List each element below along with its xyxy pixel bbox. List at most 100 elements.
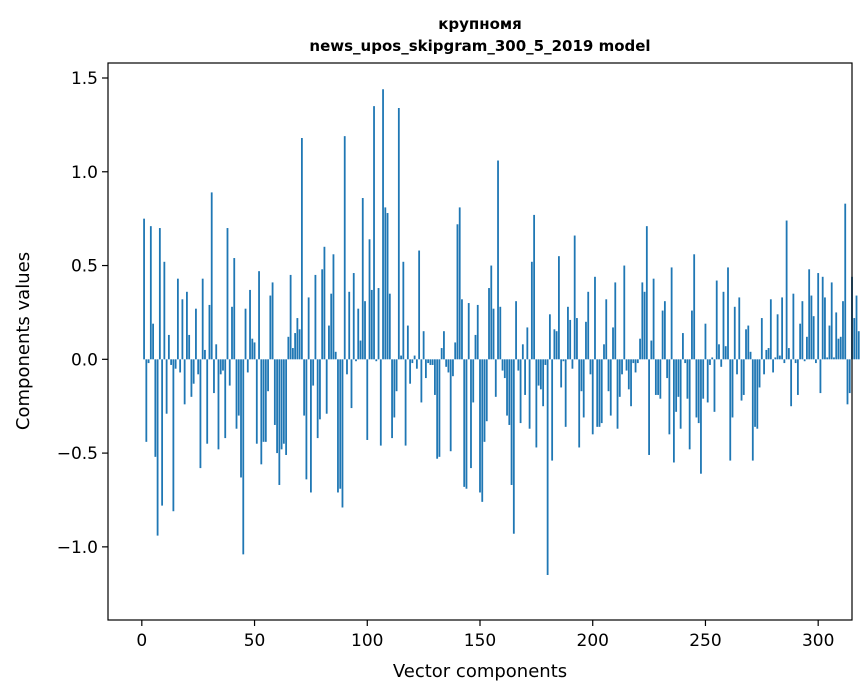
- bar: [373, 106, 375, 360]
- bar: [589, 359, 592, 375]
- bar: [470, 359, 472, 469]
- bar: [388, 293, 391, 360]
- bar: [233, 258, 236, 360]
- bar: [461, 299, 463, 360]
- bar: [434, 359, 436, 395]
- bar: [756, 359, 759, 429]
- bar: [806, 336, 808, 360]
- bar: [310, 359, 312, 493]
- bar: [431, 359, 434, 365]
- bar: [303, 359, 306, 416]
- bar: [808, 269, 811, 360]
- bar: [366, 359, 369, 440]
- bar: [727, 267, 729, 360]
- plot-frame: [107, 62, 853, 621]
- bar: [677, 359, 680, 397]
- bar: [210, 192, 213, 360]
- bar: [582, 359, 585, 418]
- bar: [454, 342, 457, 360]
- bar: [235, 359, 238, 429]
- bar: [445, 359, 448, 367]
- bar: [149, 226, 152, 360]
- bar: [395, 359, 398, 392]
- bar: [830, 282, 833, 360]
- bar: [285, 359, 288, 455]
- bar: [192, 359, 195, 384]
- bar: [623, 265, 626, 360]
- bar: [386, 213, 389, 360]
- bar: [562, 359, 565, 362]
- bar: [824, 297, 826, 360]
- bar: [528, 359, 531, 429]
- bar: [542, 359, 545, 407]
- bar: [409, 359, 412, 384]
- bar: [337, 359, 339, 493]
- bar: [720, 359, 723, 367]
- bar: [781, 297, 784, 360]
- bar: [722, 291, 725, 360]
- bar: [415, 359, 418, 369]
- bar: [217, 359, 220, 450]
- bar: [794, 359, 797, 364]
- bar: [357, 308, 360, 360]
- bar: [819, 359, 822, 394]
- bar: [276, 359, 278, 454]
- bar: [488, 288, 490, 360]
- bar: [833, 357, 835, 360]
- bar: [176, 278, 179, 360]
- bar: [262, 359, 265, 442]
- bar: [483, 359, 486, 442]
- bar: [375, 359, 378, 362]
- bar: [729, 359, 732, 461]
- bar: [424, 359, 427, 379]
- bar: [490, 265, 493, 360]
- bar: [526, 327, 529, 360]
- x-tick-label: 300: [802, 631, 834, 651]
- bar: [251, 338, 254, 360]
- bar: [321, 269, 324, 360]
- bar: [228, 359, 231, 386]
- bar: [774, 357, 777, 360]
- bar: [641, 282, 644, 360]
- bar: [760, 318, 763, 360]
- bar: [815, 359, 817, 364]
- bar: [585, 321, 587, 360]
- bar: [440, 348, 443, 360]
- bar: [240, 359, 242, 478]
- bar: [508, 359, 511, 425]
- bar: [346, 359, 348, 375]
- bar: [672, 359, 675, 463]
- bar: [503, 359, 506, 379]
- bar: [330, 293, 333, 360]
- bar: [242, 359, 245, 555]
- bar: [145, 359, 148, 442]
- bar: [826, 357, 829, 360]
- bar: [740, 359, 743, 401]
- bar: [226, 228, 229, 360]
- bar: [515, 301, 517, 360]
- bar: [463, 359, 466, 487]
- bar: [255, 359, 258, 444]
- y-tick-label: −0.5: [57, 444, 98, 464]
- bar: [686, 359, 689, 399]
- y-tick-label: 0.0: [71, 350, 98, 370]
- bar: [436, 359, 439, 459]
- bar: [343, 136, 346, 360]
- bar: [670, 267, 673, 360]
- bar: [837, 338, 840, 360]
- bar: [711, 357, 714, 360]
- bar: [273, 359, 276, 425]
- bar: [307, 297, 310, 360]
- bar: [648, 359, 650, 455]
- bar: [370, 289, 373, 360]
- bar: [652, 278, 655, 360]
- bar: [181, 299, 184, 360]
- bar: [616, 359, 619, 429]
- bar: [731, 359, 734, 418]
- bar: [195, 308, 197, 360]
- bar: [591, 359, 594, 435]
- bar: [767, 348, 770, 360]
- bar: [679, 359, 682, 429]
- bar: [350, 359, 353, 409]
